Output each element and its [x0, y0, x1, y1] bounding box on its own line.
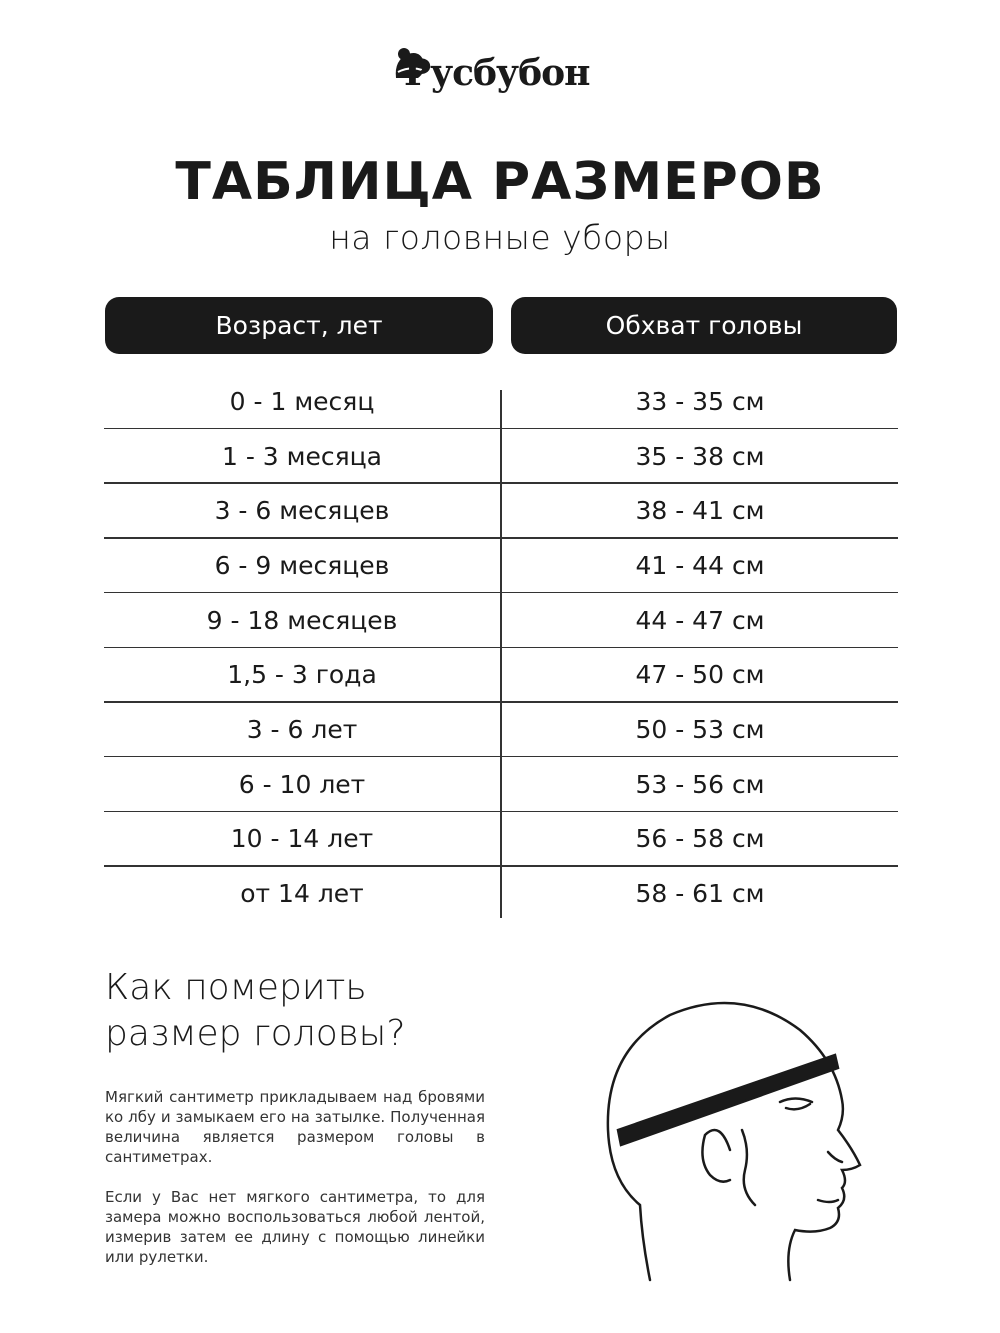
page-subtitle: на головные уборы: [329, 218, 671, 257]
circumference-cell: 53 - 56 см: [635, 769, 765, 799]
table-row: 6 - 9 месяцев 41 - 44 см: [104, 538, 898, 593]
howto-heading-line2: размер головы?: [105, 1013, 406, 1054]
table-row: 1,5 - 3 года 47 - 50 см: [104, 648, 898, 703]
header-age: Возраст, лет: [105, 297, 493, 354]
header-head-circumference: Обхват головы: [511, 297, 897, 354]
howto-paragraph-1: Мягкий сантиметр прикладываем над бровям…: [105, 1088, 485, 1166]
circumference-cell: 47 - 50 см: [635, 660, 765, 690]
age-cell: от 14 лет: [240, 879, 364, 909]
howto-paragraph-2: Если у Вас нет мягкого сантиметра, то дл…: [105, 1188, 485, 1266]
table-row: 3 - 6 лет 50 - 53 см: [104, 702, 898, 757]
circumference-cell: 44 - 47 см: [635, 605, 765, 635]
age-cell: 3 - 6 месяцев: [214, 496, 390, 526]
circumference-cell: 56 - 58 см: [635, 824, 765, 854]
age-cell: 1,5 - 3 года: [227, 660, 377, 690]
table-row: 6 - 10 лет 53 - 56 см: [104, 757, 898, 812]
howto-heading: Как померить размер головы?: [105, 965, 405, 1057]
age-cell: 6 - 10 лет: [238, 769, 366, 799]
table-row: 9 - 18 месяцев 44 - 47 см: [104, 593, 898, 648]
brand-logo: Русбубон: [390, 48, 620, 104]
circumference-cell: 41 - 44 см: [635, 550, 765, 580]
head-with-measuring-tape-icon: [606, 1001, 862, 1282]
age-cell: 1 - 3 месяца: [221, 441, 383, 471]
table-row: 1 - 3 месяца 35 - 38 см: [104, 429, 898, 484]
table-row: от 14 лет 58 - 61 см: [104, 866, 898, 921]
table-row: 3 - 6 месяцев 38 - 41 см: [104, 483, 898, 538]
age-cell: 10 - 14 лет: [230, 824, 374, 854]
circumference-cell: 38 - 41 см: [635, 496, 765, 526]
table-row: 0 - 1 месяц 33 - 35 см: [104, 374, 898, 429]
age-cell: 9 - 18 месяцев: [206, 605, 398, 635]
brand-name: Русбубон: [404, 52, 590, 94]
circumference-cell: 35 - 38 см: [635, 441, 765, 471]
table-row: 10 - 14 лет 56 - 58 см: [104, 812, 898, 867]
howto-heading-line1: Как померить: [105, 967, 367, 1008]
circumference-cell: 58 - 61 см: [635, 879, 765, 909]
age-cell: 0 - 1 месяц: [229, 386, 375, 416]
circumference-cell: 50 - 53 см: [635, 715, 765, 745]
column-divider: [500, 390, 502, 918]
hat-icon: [395, 48, 425, 78]
age-cell: 3 - 6 лет: [246, 715, 358, 745]
page-title: ТАБЛИЦА РАЗМЕРОВ: [175, 152, 825, 212]
circumference-cell: 33 - 35 см: [635, 386, 765, 416]
age-cell: 6 - 9 месяцев: [214, 550, 390, 580]
